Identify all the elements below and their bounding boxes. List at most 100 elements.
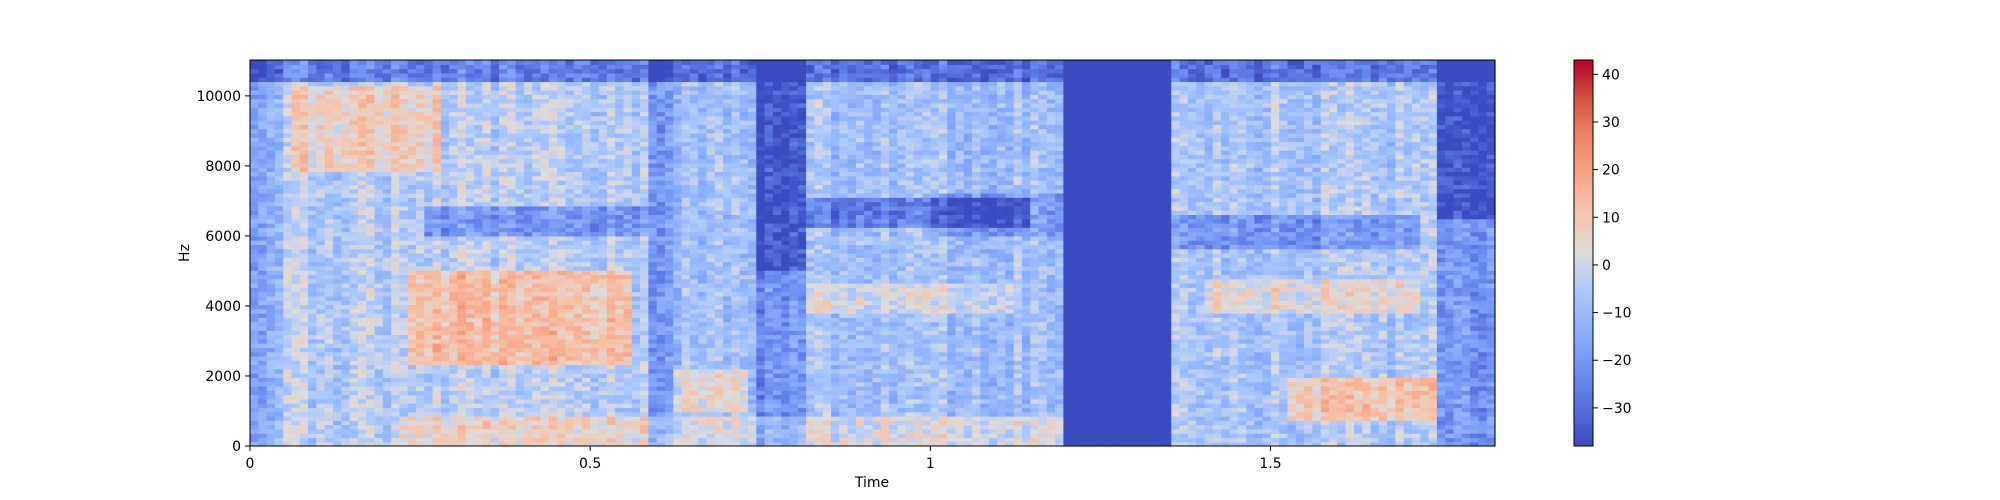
heatmap-cell bbox=[266, 257, 276, 263]
heatmap-cell bbox=[582, 308, 591, 314]
heatmap-cell bbox=[590, 107, 600, 113]
heatmap-cell bbox=[299, 390, 309, 396]
heatmap-cell bbox=[689, 411, 699, 417]
heatmap-cell bbox=[623, 351, 633, 357]
heatmap-cell bbox=[615, 124, 625, 130]
heatmap-cell bbox=[490, 205, 500, 211]
heatmap-cell bbox=[507, 261, 517, 267]
heatmap-cell bbox=[357, 343, 367, 348]
heatmap-cell bbox=[399, 85, 409, 91]
heatmap-cell bbox=[490, 137, 500, 143]
heatmap-cell bbox=[416, 287, 425, 293]
heatmap-cell bbox=[349, 81, 359, 87]
heatmap-cell bbox=[648, 300, 658, 306]
heatmap-cell bbox=[250, 295, 259, 301]
heatmap-cell bbox=[432, 355, 442, 361]
heatmap-cell bbox=[324, 145, 334, 151]
heatmap-cell bbox=[648, 287, 658, 293]
heatmap-cell bbox=[689, 313, 699, 318]
heatmap-cell bbox=[482, 107, 492, 113]
heatmap-cell bbox=[440, 124, 450, 130]
heatmap-cell bbox=[540, 111, 550, 117]
heatmap-cell bbox=[606, 192, 616, 198]
heatmap-cell bbox=[515, 154, 525, 160]
heatmap-cell bbox=[532, 360, 542, 366]
heatmap-cell bbox=[590, 98, 600, 104]
heatmap-cell bbox=[424, 107, 434, 113]
heatmap-cell bbox=[656, 270, 666, 276]
heatmap-cell bbox=[308, 428, 317, 434]
heatmap-cell bbox=[656, 248, 666, 254]
heatmap-cell bbox=[457, 261, 467, 267]
heatmap-cell bbox=[424, 287, 434, 293]
heatmap-cell bbox=[349, 317, 359, 323]
heatmap-cell bbox=[457, 124, 467, 130]
heatmap-cell bbox=[416, 111, 425, 117]
heatmap-cell bbox=[333, 415, 342, 421]
heatmap-cell bbox=[299, 420, 309, 426]
heatmap-cell bbox=[316, 424, 326, 430]
heatmap-cell bbox=[631, 347, 641, 353]
heatmap-cell bbox=[391, 205, 400, 211]
heatmap-cell bbox=[631, 77, 641, 83]
heatmap-cell bbox=[457, 85, 467, 91]
heatmap-cell bbox=[250, 355, 259, 361]
heatmap-cell bbox=[316, 102, 326, 108]
heatmap-cell bbox=[648, 325, 658, 331]
heatmap-cell bbox=[523, 214, 533, 220]
heatmap-cell bbox=[515, 150, 525, 155]
heatmap-cell bbox=[665, 330, 674, 336]
heatmap-cell bbox=[391, 154, 400, 160]
heatmap-cell bbox=[391, 68, 400, 74]
heatmap-cell bbox=[457, 364, 467, 370]
heatmap-cell bbox=[416, 141, 425, 147]
heatmap-cell bbox=[333, 154, 342, 160]
heatmap-cell bbox=[681, 68, 691, 74]
heatmap-cell bbox=[648, 98, 658, 104]
heatmap-cell bbox=[391, 162, 400, 168]
heatmap-cell bbox=[689, 394, 699, 400]
heatmap-cell bbox=[557, 98, 566, 104]
heatmap-cell bbox=[689, 253, 699, 258]
heatmap-cell bbox=[258, 150, 268, 155]
heatmap-cell bbox=[299, 120, 309, 125]
heatmap-cell bbox=[324, 390, 334, 396]
heatmap-cell bbox=[465, 94, 475, 100]
heatmap-cell bbox=[399, 278, 409, 284]
heatmap-cell bbox=[606, 424, 616, 430]
heatmap-cell bbox=[465, 244, 475, 250]
heatmap-cell bbox=[673, 415, 683, 421]
heatmap-cell bbox=[299, 261, 309, 267]
heatmap-cell bbox=[357, 424, 367, 430]
heatmap-cell bbox=[499, 162, 508, 168]
heatmap-cell bbox=[665, 68, 674, 74]
heatmap-cell bbox=[623, 287, 633, 293]
heatmap-cell bbox=[515, 107, 525, 113]
heatmap-cell bbox=[606, 222, 616, 228]
heatmap-cell bbox=[457, 167, 467, 173]
heatmap-cell bbox=[656, 368, 666, 374]
heatmap-cell bbox=[499, 411, 508, 417]
heatmap-cell bbox=[374, 364, 384, 370]
heatmap-cell bbox=[449, 72, 459, 78]
heatmap-cell bbox=[548, 403, 558, 408]
heatmap-cell bbox=[681, 197, 691, 203]
heatmap-cell bbox=[548, 411, 558, 417]
heatmap-cell bbox=[565, 222, 575, 228]
heatmap-cell bbox=[698, 124, 708, 130]
heatmap-cell bbox=[706, 390, 716, 396]
heatmap-cell bbox=[424, 154, 434, 160]
heatmap-cell bbox=[606, 188, 616, 194]
heatmap-cell bbox=[274, 60, 284, 65]
heatmap-cell bbox=[474, 235, 483, 241]
heatmap-cell bbox=[706, 287, 716, 293]
heatmap-cell bbox=[457, 360, 467, 366]
heatmap-cell bbox=[349, 325, 359, 331]
heatmap-cell bbox=[665, 132, 674, 138]
heatmap-cell bbox=[299, 167, 309, 173]
heatmap-cell bbox=[291, 351, 301, 357]
heatmap-cell bbox=[250, 291, 259, 297]
heatmap-cell bbox=[540, 428, 550, 434]
heatmap-cell bbox=[673, 287, 683, 293]
heatmap-cell bbox=[407, 197, 417, 203]
